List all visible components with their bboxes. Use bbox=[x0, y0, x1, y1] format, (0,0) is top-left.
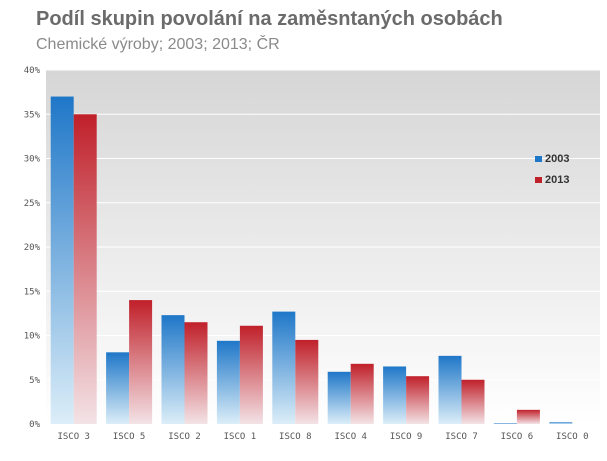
x-category-label: ISCO 2 bbox=[168, 432, 201, 442]
bar-2013-isco-3 bbox=[73, 114, 97, 424]
y-tick-label: 35% bbox=[24, 110, 41, 120]
y-tick-label: 0% bbox=[29, 420, 40, 430]
bar-2003-isco-3 bbox=[50, 96, 74, 425]
legend-swatch-2003 bbox=[535, 156, 542, 162]
legend-label-2013: 2013 bbox=[545, 174, 569, 186]
bar-2003-isco-6 bbox=[493, 423, 517, 424]
x-category-label: ISCO 6 bbox=[501, 432, 534, 442]
y-tick-label: 20% bbox=[24, 243, 41, 253]
bar-2003-isco-2 bbox=[161, 315, 185, 424]
x-category-label: ISCO 0 bbox=[556, 432, 589, 442]
x-category-label: ISCO 7 bbox=[445, 432, 478, 442]
y-tick-label: 15% bbox=[24, 287, 41, 297]
x-category-label: ISCO 5 bbox=[113, 432, 146, 442]
y-tick-label: 30% bbox=[24, 155, 41, 165]
legend-label-2003: 2003 bbox=[545, 153, 569, 165]
bar-2013-isco-5 bbox=[129, 300, 153, 424]
bar-2003-isco-5 bbox=[106, 352, 130, 424]
x-category-label: ISCO 9 bbox=[390, 432, 423, 442]
bar-2013-isco-7 bbox=[461, 379, 485, 424]
legend-swatch-2013 bbox=[535, 177, 542, 183]
y-tick-label: 25% bbox=[24, 199, 41, 209]
bar-2013-isco-6 bbox=[516, 409, 540, 424]
bar-2013-isco-1 bbox=[239, 325, 263, 424]
bar-2003-isco-8 bbox=[272, 311, 296, 424]
bar-2013-isco-9 bbox=[406, 376, 430, 424]
x-category-label: ISCO 8 bbox=[279, 432, 312, 442]
y-tick-label: 10% bbox=[24, 332, 41, 342]
x-category-label: ISCO 3 bbox=[57, 432, 90, 442]
x-category-label: ISCO 1 bbox=[224, 432, 257, 442]
chart-subtitle: Chemické výroby; 2003; 2013; ČR bbox=[36, 36, 280, 53]
bar-2003-isco-0 bbox=[549, 422, 573, 424]
y-tick-label: 5% bbox=[29, 376, 40, 386]
bar-2003-isco-4 bbox=[327, 371, 351, 424]
bar-2013-isco-8 bbox=[295, 339, 319, 424]
bar-2003-isco-7 bbox=[438, 355, 462, 424]
x-category-label: ISCO 4 bbox=[334, 432, 367, 442]
chart-title: Podíl skupin povolání na zaměsntaných os… bbox=[36, 8, 503, 30]
bar-2013-isco-4 bbox=[350, 363, 374, 424]
bar-2003-isco-1 bbox=[216, 340, 240, 424]
bar-2013-isco-2 bbox=[184, 322, 208, 424]
y-tick-label: 40% bbox=[24, 66, 41, 76]
bar-2003-isco-9 bbox=[383, 366, 407, 424]
